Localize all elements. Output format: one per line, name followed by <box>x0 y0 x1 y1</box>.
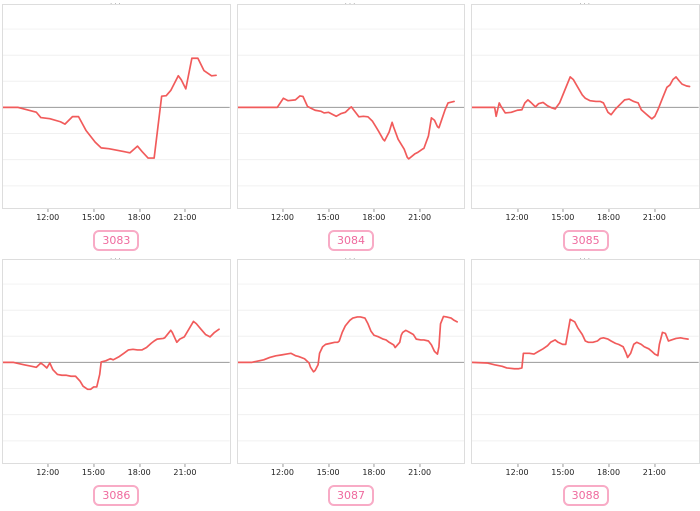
x-tick-label: 12:00 <box>270 464 294 477</box>
x-axis: 12:00 15:00 18:00 21:00 <box>237 464 466 480</box>
x-axis: 12:00 15:00 18:00 21:00 <box>471 209 700 225</box>
price-line <box>3 57 217 159</box>
chart-cell-3084: ··· 12:00 15:00 18:00 21:00 3084 <box>236 0 466 255</box>
x-tick-label: 15:00 <box>551 464 575 477</box>
clipped-chart-title: ··· <box>579 0 592 4</box>
x-axis: 12:00 15:00 18:00 21:00 <box>237 209 466 225</box>
pill-row: 3084 <box>237 225 466 255</box>
x-tick-label: 21:00 <box>408 209 432 222</box>
clipped-chart-title: ··· <box>109 0 123 4</box>
x-tick-label: 18:00 <box>127 209 151 222</box>
chart-cell-3087: ··· 12:00 15:00 18:00 21:00 3087 <box>236 255 466 510</box>
x-tick-label: 12:00 <box>270 209 294 222</box>
x-tick-label: 21:00 <box>642 209 666 222</box>
clipped-chart-title: ··· <box>344 0 358 4</box>
price-line <box>237 95 455 160</box>
chart-id-badge[interactable]: 3088 <box>562 484 609 506</box>
x-tick-label: 21:00 <box>642 464 666 477</box>
x-tick-label: 18:00 <box>362 464 386 477</box>
price-line <box>237 315 458 373</box>
x-axis: 12:00 15:00 18:00 21:00 <box>471 464 700 480</box>
chart-panel-3086 <box>2 259 231 464</box>
x-tick-label: 21:00 <box>173 464 197 477</box>
pill-row: 3083 <box>2 225 231 255</box>
pill-row: 3088 <box>471 480 700 510</box>
x-tick-label: 15:00 <box>81 209 105 222</box>
line-chart <box>472 283 699 442</box>
chart-panel-3085 <box>471 4 700 209</box>
pill-row: 3087 <box>237 480 466 510</box>
x-tick-label: 18:00 <box>597 209 621 222</box>
x-tick-label: 12:00 <box>505 464 529 477</box>
pill-row: 3086 <box>2 480 231 510</box>
chart-id-badge[interactable]: 3083 <box>93 229 140 251</box>
x-axis: 12:00 15:00 18:00 21:00 <box>2 209 231 225</box>
chart-panel-3084 <box>236 4 466 209</box>
chart-id-badge[interactable]: 3086 <box>93 484 140 506</box>
x-tick-label: 15:00 <box>81 464 105 477</box>
chart-cell-3086: ··· 12:00 15:00 18:00 21:00 3086 <box>2 255 231 510</box>
clipped-chart-title: ··· <box>344 255 358 259</box>
clipped-chart-title: ··· <box>579 255 592 259</box>
chart-panel-3083 <box>2 4 231 209</box>
line-chart <box>472 28 699 187</box>
chart-id-badge[interactable]: 3085 <box>562 229 609 251</box>
x-tick-label: 18:00 <box>127 464 151 477</box>
pill-row: 3085 <box>471 225 700 255</box>
price-line <box>472 76 691 120</box>
line-chart <box>237 283 465 442</box>
x-axis: 12:00 15:00 18:00 21:00 <box>2 464 231 480</box>
x-tick-label: 12:00 <box>36 464 60 477</box>
chart-cell-3085: ··· 12:00 15:00 18:00 21:00 3085 <box>471 0 700 255</box>
x-tick-label: 12:00 <box>36 209 60 222</box>
x-tick-label: 15:00 <box>316 464 340 477</box>
chart-panel-3087 <box>236 259 466 464</box>
line-chart <box>237 28 465 187</box>
x-tick-label: 12:00 <box>505 209 529 222</box>
chart-id-badge[interactable]: 3084 <box>327 229 374 251</box>
x-tick-label: 15:00 <box>316 209 340 222</box>
x-tick-label: 18:00 <box>362 209 386 222</box>
chart-cell-3083: ··· 12:00 15:00 18:00 21:00 3083 <box>2 0 231 255</box>
chart-panel-3088 <box>471 259 700 464</box>
chart-id-badge[interactable]: 3087 <box>327 484 374 506</box>
chart-cell-3088: ··· 12:00 15:00 18:00 21:00 3088 <box>471 255 700 510</box>
clipped-chart-title: ··· <box>109 255 123 259</box>
x-tick-label: 21:00 <box>173 209 197 222</box>
price-line <box>3 320 220 391</box>
x-tick-label: 18:00 <box>597 464 621 477</box>
line-chart <box>3 283 230 442</box>
x-tick-label: 15:00 <box>551 209 575 222</box>
x-tick-label: 21:00 <box>408 464 432 477</box>
line-chart <box>3 28 230 187</box>
price-line <box>472 318 690 370</box>
